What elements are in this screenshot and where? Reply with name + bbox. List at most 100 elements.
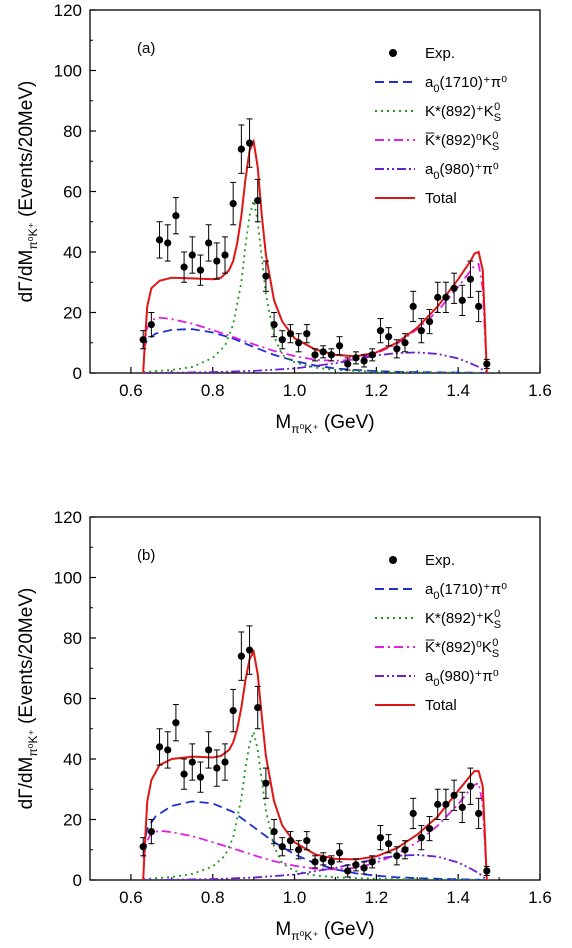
legend-item: K̅*(892)⁰KS0 — [375, 130, 499, 153]
point-marker — [335, 342, 344, 350]
chart-panel-a: 0.6 0.8 1.0 1.2 1.4 1.6 0 20 40 60 80 100 120 Mπ⁰K⁺ (… — [16, 1, 552, 436]
legend-item: K*(892)⁺KS0 — [375, 101, 501, 124]
data-point — [344, 864, 352, 878]
data-points — [139, 625, 491, 878]
legend-item: Exp. — [389, 45, 455, 62]
data-point — [237, 124, 245, 174]
legend-item: Total — [375, 190, 457, 207]
point-marker — [262, 779, 270, 787]
point-marker — [434, 293, 442, 301]
point-marker — [335, 849, 344, 857]
data-point — [180, 758, 188, 790]
data-point — [401, 333, 409, 353]
data-point — [188, 743, 196, 781]
point-marker — [213, 257, 221, 265]
point-marker — [466, 782, 475, 790]
data-point — [319, 852, 327, 866]
legend-marker — [389, 49, 397, 57]
data-point — [385, 834, 393, 854]
data-point — [425, 815, 434, 842]
data-point — [360, 354, 368, 368]
panel-label: (b) — [137, 547, 155, 564]
point-marker — [401, 339, 409, 347]
point-marker — [466, 275, 475, 283]
x-tick-label: 1.2 — [365, 381, 389, 400]
data-point — [270, 312, 278, 338]
point-marker — [139, 336, 147, 344]
legend-item: K*(892)⁺KS0 — [375, 608, 501, 631]
point-marker — [483, 867, 491, 875]
point-marker — [442, 293, 450, 301]
data-point — [286, 324, 295, 344]
point-marker — [352, 354, 360, 362]
data-point — [139, 330, 147, 350]
curve-dashdot — [142, 781, 488, 880]
data-point — [417, 825, 425, 851]
data-point — [254, 178, 262, 223]
point-marker — [360, 864, 368, 872]
y-axis-label: dΓ/dMπ⁰K⁺ (Events/20MeV) — [16, 81, 40, 303]
data-point — [352, 351, 360, 365]
data-point — [303, 831, 311, 851]
point-marker — [483, 360, 491, 368]
legend-item: a0(1710)⁺π⁰ — [375, 74, 507, 95]
data-point — [311, 348, 319, 362]
point-marker — [393, 852, 401, 860]
point-marker — [164, 746, 172, 754]
point-marker — [368, 351, 376, 359]
data-point — [442, 788, 450, 820]
data-point — [344, 357, 352, 371]
legend-label: K̅*(892)⁰KS0 — [425, 130, 499, 153]
data-point — [155, 728, 164, 766]
point-marker — [155, 743, 164, 751]
point-marker — [376, 327, 385, 335]
x-tick-label: 1.2 — [365, 888, 389, 907]
data-point — [295, 333, 303, 353]
point-marker — [237, 145, 245, 153]
curve-dotted — [143, 200, 487, 373]
x-tick-label: 1.4 — [446, 381, 470, 400]
point-marker — [229, 707, 237, 715]
data-point — [221, 743, 229, 781]
point-marker — [196, 266, 205, 274]
curve-dashdotdot — [143, 351, 488, 373]
data-point — [376, 825, 385, 851]
chart-panel-b: 0.6 0.8 1.0 1.2 1.4 1.6 0 20 40 60 80 100 120 Mπ⁰K⁺ (… — [16, 508, 552, 943]
data-point — [205, 224, 213, 262]
y-tick-label: 40 — [63, 243, 82, 262]
x-tick-label: 0.6 — [119, 381, 143, 400]
point-marker — [196, 773, 205, 781]
data-point — [205, 731, 213, 769]
data-point — [172, 704, 180, 742]
point-marker — [475, 809, 483, 818]
legend-item: Exp. — [389, 552, 455, 569]
point-marker — [368, 858, 376, 866]
data-point — [262, 767, 270, 799]
point-marker — [450, 284, 458, 292]
data-point — [147, 312, 155, 338]
data-point — [303, 324, 311, 344]
point-marker — [180, 770, 188, 778]
x-tick-label: 1.6 — [528, 381, 552, 400]
data-point — [401, 840, 409, 860]
point-marker — [409, 809, 417, 818]
point-marker — [188, 758, 196, 766]
legend-label: a0(980)⁺π⁰ — [425, 161, 499, 182]
data-points — [139, 118, 491, 371]
data-point — [139, 837, 147, 857]
point-marker — [385, 840, 393, 848]
data-point — [311, 855, 319, 869]
data-point — [434, 788, 442, 820]
point-marker — [278, 843, 286, 851]
point-marker — [311, 858, 319, 866]
x-tick-label: 1.6 — [528, 888, 552, 907]
x-tick-label: 1.4 — [446, 888, 470, 907]
point-marker — [188, 251, 196, 259]
data-point — [221, 236, 229, 274]
legend-marker — [389, 556, 397, 564]
point-marker — [425, 824, 434, 833]
point-marker — [172, 719, 180, 727]
point-marker — [164, 239, 172, 247]
legend: Exp. a0(1710)⁺π⁰ K*(892)⁺KS0 K̅*(892)⁰KS0 a0… — [375, 552, 507, 714]
point-marker — [278, 336, 286, 344]
